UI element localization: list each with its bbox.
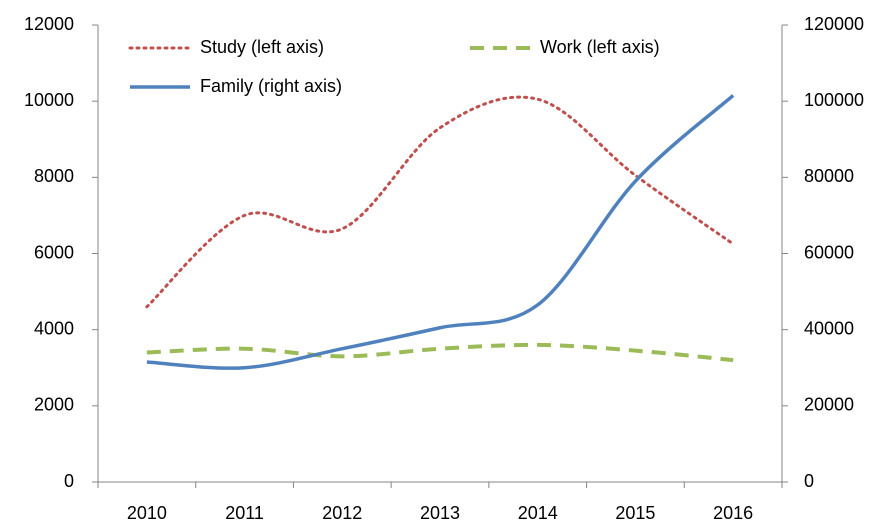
legend-label: Work (left axis) (540, 37, 660, 57)
y-tick-label: 4000 (34, 318, 74, 338)
legend-label: Family (right axis) (200, 76, 342, 96)
series-line (146, 94, 735, 370)
x-tick-label: 2012 (322, 503, 362, 523)
y2-tick-label: 120000 (804, 14, 864, 34)
x-tick-label: 2011 (225, 503, 264, 523)
x-tick-label: 2010 (127, 503, 167, 523)
y-tick-label: 6000 (34, 242, 74, 262)
y2-tick-label: 40000 (804, 318, 854, 338)
x-tick-label: 2013 (420, 503, 460, 523)
y-tick-label: 8000 (34, 166, 74, 186)
legend-label: Study (left axis) (200, 37, 324, 57)
y2-tick-label: 0 (804, 471, 814, 491)
x-tick-label: 2016 (713, 503, 753, 523)
y2-tick-label: 60000 (804, 242, 854, 262)
x-tick-label: 2015 (615, 503, 655, 523)
y-tick-label: 0 (64, 471, 74, 491)
series-line (146, 342, 734, 363)
y-tick-label: 12000 (24, 14, 74, 34)
y2-tick-label: 100000 (804, 90, 864, 110)
y-tick-label: 10000 (24, 90, 74, 110)
y2-tick-label: 20000 (804, 395, 854, 415)
y2-tick-label: 80000 (804, 166, 854, 186)
x-tick-label: 2014 (518, 503, 558, 523)
series-line (145, 95, 735, 309)
y-tick-label: 2000 (34, 395, 74, 415)
